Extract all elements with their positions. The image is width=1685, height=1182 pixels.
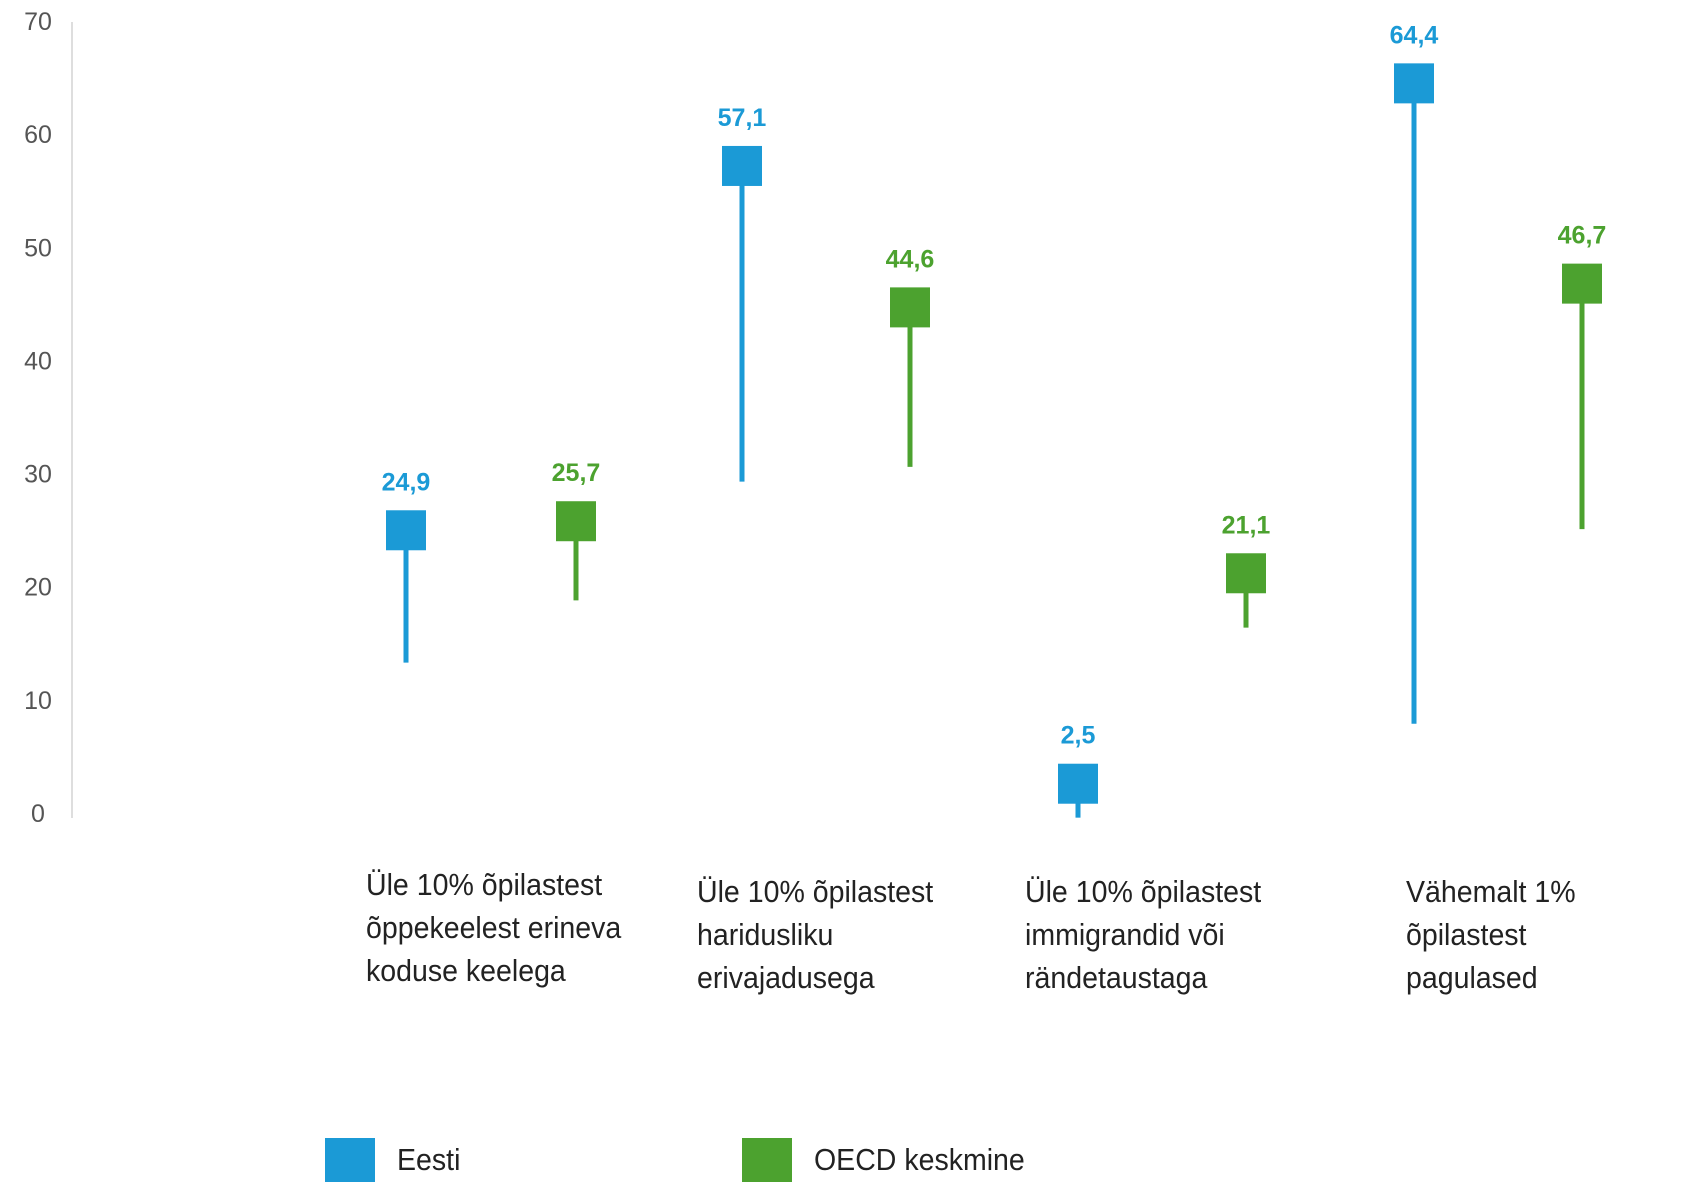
marker-eesti [1394, 63, 1434, 104]
legend-label-oecd: OECD keskmine [814, 1142, 1025, 1177]
y-tick-label: 40 [24, 347, 52, 375]
data-label-oecd: 44,6 [886, 245, 935, 273]
y-tick-label: 70 [24, 8, 52, 36]
data-label-oecd: 21,1 [1222, 511, 1271, 539]
category-label-immigrants: Üle 10% õpilastest immigrandid või rände… [1025, 874, 1262, 995]
legend-item-oecd: OECD keskmine [742, 1138, 1043, 1182]
legend-swatch-oecd [742, 1138, 792, 1182]
data-label-eesti: 64,4 [1390, 21, 1439, 49]
marker-eesti [1058, 763, 1098, 804]
data-label-eesti: 24,9 [382, 468, 431, 496]
data-label-oecd: 46,7 [1558, 222, 1607, 250]
marker-eesti [722, 145, 762, 186]
data-label-eesti: 2,5 [1061, 722, 1096, 750]
y-tick-label: 10 [24, 687, 52, 715]
y-tick-label: 50 [24, 234, 52, 262]
data-label-oecd: 25,7 [552, 459, 601, 487]
legend-label-eesti: Eesti [397, 1142, 461, 1177]
legend-item-eesti: Eesti [325, 1138, 466, 1182]
y-tick-label: 30 [24, 461, 52, 489]
marker-eesti [386, 510, 426, 551]
marker-oecd [1226, 553, 1266, 594]
y-tick-label: 60 [24, 121, 52, 149]
marker-oecd [890, 287, 930, 328]
legend-swatch-eesti [325, 1138, 375, 1182]
category-label-home-language: Üle 10% õpilastest õppekeelest erineva k… [366, 867, 622, 988]
y-tick-label: 20 [24, 574, 52, 602]
category-label-refugees: Vähemalt 1% õpilastest pagulased [1406, 874, 1576, 995]
data-label-eesti: 57,1 [718, 104, 767, 132]
y-tick-label: 0 [31, 800, 45, 828]
marker-oecd [1562, 263, 1602, 304]
category-label-special-needs: Üle 10% õpilastest haridusliku erivajadu… [697, 874, 934, 995]
marker-oecd [556, 501, 596, 542]
